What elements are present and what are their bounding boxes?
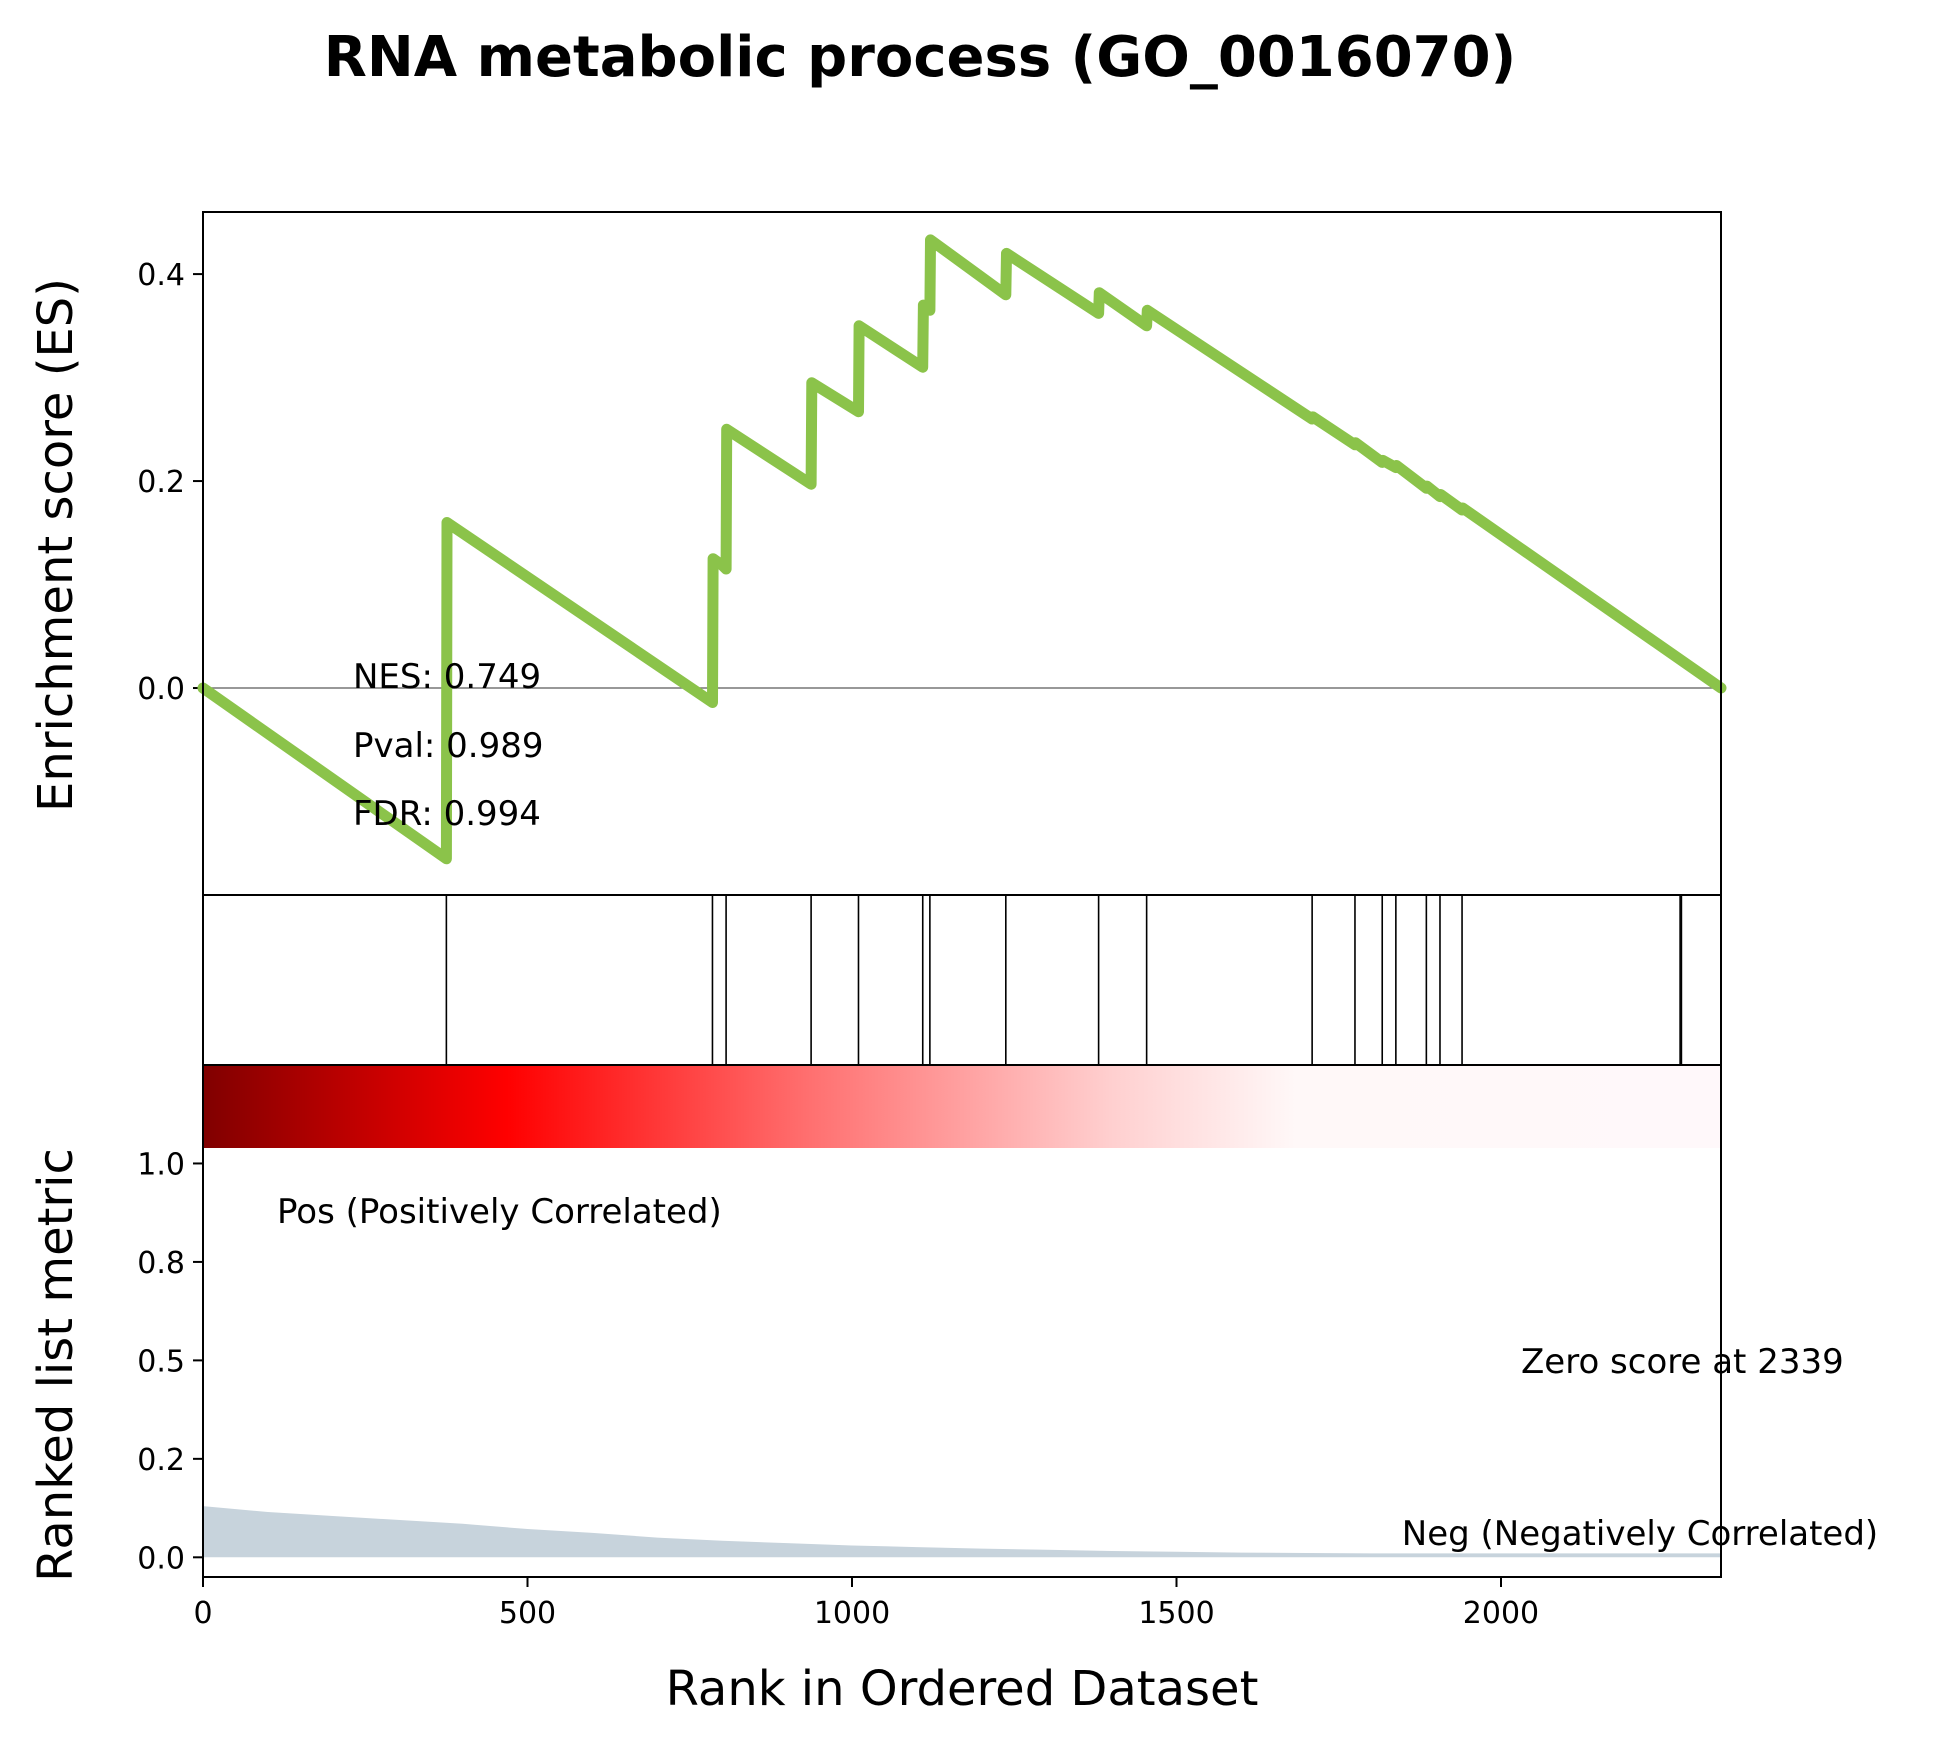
es-y-tick-label: 0.0: [137, 672, 185, 707]
x-tick-label: 0: [193, 1596, 212, 1631]
ranked-panel-frame: [202, 1064, 1722, 1578]
zero-score-label: Zero score at 2339: [1521, 1342, 1844, 1382]
x-tick-label: 1500: [1138, 1596, 1214, 1631]
rank-y-tick-label: 0.2: [137, 1443, 185, 1478]
es-y-tick-label: 0.2: [137, 465, 185, 500]
hit-lines: [445, 895, 1683, 1065]
es-curve: [197, 234, 1727, 865]
rank-y-tick-label: 1.0: [137, 1147, 185, 1182]
x-tick-label: 1000: [814, 1596, 890, 1631]
rank-colorbar: [203, 1065, 1721, 1148]
x-tick-label: 2000: [1463, 1596, 1539, 1631]
rank-y-tick-label: 0.5: [137, 1344, 185, 1379]
es-stats: NES: 0.749 Pval: 0.989 FDR: 0.994: [353, 657, 544, 834]
es-y-tick-label: 0.4: [137, 258, 185, 293]
pval-stat: Pval: 0.989: [353, 726, 544, 766]
es-y-axis-label: Enrichment score (ES): [28, 278, 84, 812]
es-y-ticks: 0.0 0.2 0.4: [137, 258, 203, 707]
rank-y-tick-label: 0.8: [137, 1246, 185, 1281]
rank-y-tick-label: 0.0: [137, 1541, 185, 1576]
neg-label: Neg (Negatively Correlated): [1402, 1514, 1878, 1554]
ranked-metric-area: [203, 1506, 1721, 1558]
ranked-y-axis-label: Ranked list metric: [28, 1148, 84, 1582]
es-panel: 0.0 0.2 0.4 NES: 0.749 Pval: 0.989 FDR: 0.…: [28, 211, 1727, 896]
hits-panel-frame: [202, 894, 1722, 1066]
nes-stat: NES: 0.749: [353, 657, 541, 697]
chart-title: RNA metabolic process (GO_0016070): [324, 25, 1516, 90]
hits-panel: [202, 894, 1722, 1066]
rank-y-ticks: 0.0 0.2 0.5 0.8 1.0: [137, 1147, 203, 1576]
ranked-panel: 0.0 0.2 0.5 0.8 1.0 Pos (Positively Correlat…: [28, 1064, 1878, 1582]
x-tick-label: 500: [499, 1596, 556, 1631]
x-ticks: 0 500 1000 1500 2000: [193, 1577, 1539, 1631]
es-panel-frame: [202, 211, 1722, 896]
fdr-stat: FDR: 0.994: [353, 794, 541, 834]
x-axis-label: Rank in Ordered Dataset: [666, 1661, 1259, 1717]
pos-label: Pos (Positively Correlated): [277, 1192, 722, 1232]
